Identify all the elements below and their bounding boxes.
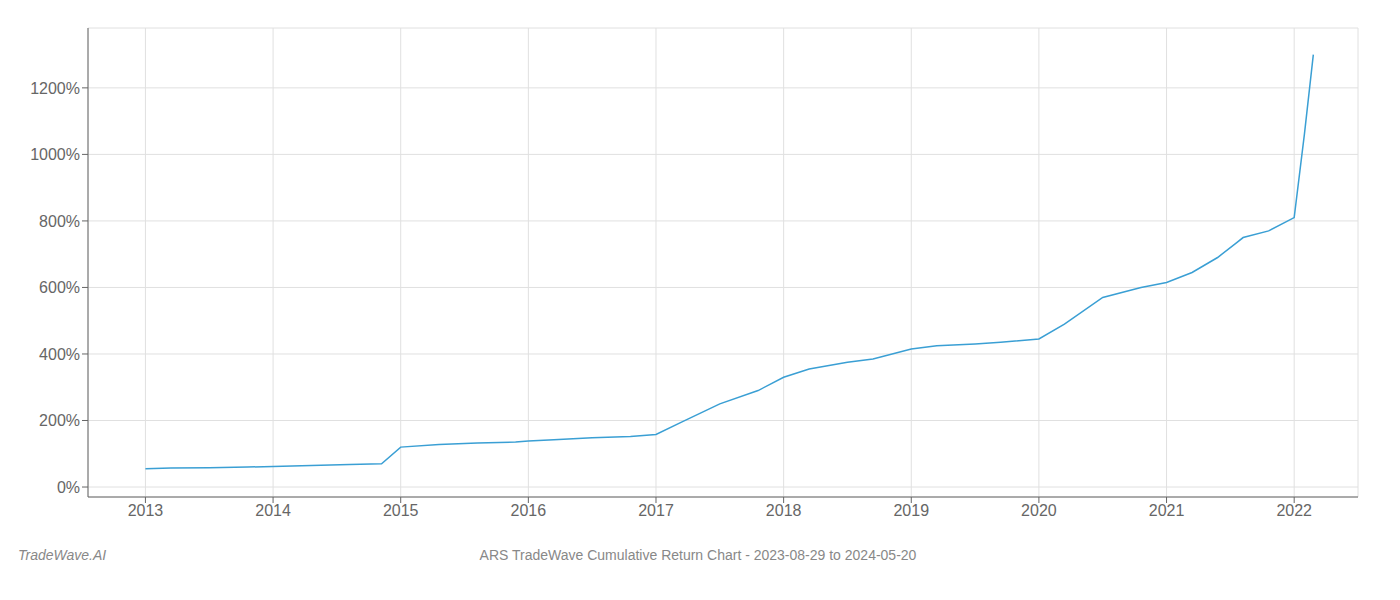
svg-text:1000%: 1000% [30,146,80,163]
svg-text:2018: 2018 [766,502,802,519]
svg-text:400%: 400% [39,346,80,363]
svg-text:1200%: 1200% [30,80,80,97]
svg-text:2020: 2020 [1021,502,1057,519]
html-text:ARS TradeWave Cumulative Retur: ARS TradeWave Cumulative Return Chart - … [479,547,917,563]
svg-text:2014: 2014 [255,502,291,519]
svg-text:200%: 200% [39,412,80,429]
svg-text:2015: 2015 [383,502,419,519]
svg-text:2022: 2022 [1276,502,1312,519]
html-text:TradeWave.AI: TradeWave.AI [18,547,107,563]
svg-text:600%: 600% [39,279,80,296]
svg-text:2021: 2021 [1149,502,1185,519]
svg-text:2013: 2013 [128,502,164,519]
svg-text:2019: 2019 [893,502,929,519]
svg-text:0%: 0% [57,479,80,496]
svg-text:2017: 2017 [638,502,674,519]
svg-text:2016: 2016 [511,502,547,519]
svg-text:800%: 800% [39,213,80,230]
